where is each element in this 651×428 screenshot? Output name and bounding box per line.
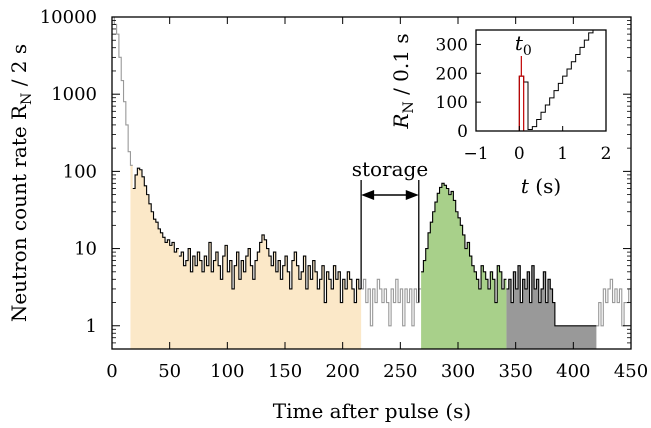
- inset-y-tick-label: 100: [436, 93, 468, 113]
- histogram-segment-6: [506, 265, 597, 327]
- inset-x-label: t (s): [521, 174, 561, 198]
- inset-y-tick-label: 300: [436, 35, 468, 55]
- inset-y-ticks: 0 100 200 300: [436, 35, 481, 142]
- storage-arrowhead-left: [361, 190, 375, 200]
- histogram-segment-5: [421, 182, 507, 304]
- inset-y-tick-label: 0: [457, 122, 468, 142]
- inset-x-ticks: −1 0 1 2: [463, 126, 611, 164]
- y-tick-label: 1000: [51, 84, 97, 105]
- histogram-segment-3: [178, 234, 362, 304]
- histogram-segment-4: [361, 278, 422, 327]
- x-tick-label: 0: [106, 361, 117, 382]
- histogram-segment-2: [132, 167, 179, 253]
- y-tick-label: 10: [74, 239, 97, 260]
- x-tick-label: 100: [210, 361, 244, 382]
- inset-x-tick-label: −1: [463, 144, 488, 164]
- shaded-region-2: [421, 183, 507, 349]
- x-tick-label: 250: [383, 361, 417, 382]
- inset-y-tick-label: 200: [436, 64, 468, 84]
- inset-frame: [475, 29, 607, 132]
- inset-x-tick-label: 2: [601, 144, 612, 164]
- x-tick-label: 150: [268, 361, 302, 382]
- x-tick-label: 350: [498, 361, 532, 382]
- x-tick-label: 400: [556, 361, 590, 382]
- histogram-segment-7: [596, 278, 631, 327]
- x-axis-ticks: 0 50 100 150 200 250 300 350 400 450: [106, 17, 648, 382]
- x-tick-label: 200: [325, 361, 359, 382]
- y-tick-label: 10000: [40, 7, 97, 28]
- histogram-series: [112, 16, 631, 327]
- x-tick-label: 300: [441, 361, 475, 382]
- x-tick-label: 50: [158, 361, 181, 382]
- x-axis-label: Time after pulse (s): [273, 399, 471, 423]
- inset-y-label: RN / 0.1 s: [389, 33, 417, 129]
- inset-x-tick-label: 1: [557, 144, 568, 164]
- y-tick-label: 1: [86, 316, 97, 337]
- inset-t0-peak: [518, 75, 525, 131]
- storage-label: storage: [352, 157, 428, 181]
- storage-annotation: storage: [352, 157, 428, 303]
- x-tick-label: 450: [614, 361, 648, 382]
- y-tick-label: 100: [63, 161, 97, 182]
- t0-marker-label: t0: [515, 31, 532, 59]
- inset-x-tick-label: 0: [514, 144, 525, 164]
- storage-arrowhead-right: [405, 190, 419, 200]
- y-axis-label: Neutron count rate RN / 2 s: [7, 44, 35, 322]
- histogram-segment-1: [112, 16, 133, 166]
- shaded-region-3: [506, 265, 597, 349]
